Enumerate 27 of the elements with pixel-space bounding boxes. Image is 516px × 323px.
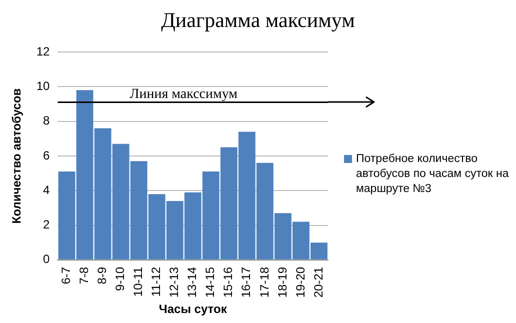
y-tick-label: 4 [43, 182, 50, 197]
y-tick-label: 6 [43, 148, 50, 162]
x-tick-label: 16-17 [239, 266, 254, 298]
y-tick-label: 12 [36, 44, 50, 58]
x-tick-label: 12-13 [167, 266, 182, 298]
x-tick-label: 20-21 [311, 266, 326, 298]
x-tick-label: 10-11 [131, 266, 146, 297]
x-axis-title: Часы суток [158, 302, 228, 316]
chart-title: Диаграмма максимум [160, 8, 356, 33]
x-tick-label: 11-12 [149, 266, 164, 297]
y-tick-label: 8 [43, 114, 50, 128]
x-tick-label: 14-15 [203, 266, 218, 298]
x-tick-label: 15-16 [221, 266, 236, 298]
y-tick-label: 0 [43, 252, 50, 266]
ref-line-label: Линия макссимум [130, 86, 238, 102]
y-tick-label: 10 [36, 78, 50, 93]
y-axis-title: Количество автобусов [10, 88, 24, 224]
x-tick-label: 18-19 [275, 266, 290, 298]
x-tick-label: 8-9 [95, 266, 110, 284]
legend-label: Потребное количество автобусов по часам суток на маршруте №3 [356, 152, 510, 197]
x-tick-label: 13-14 [185, 266, 200, 298]
x-tick-label: 7-8 [77, 266, 92, 284]
x-tick-label: 17-18 [257, 266, 272, 298]
x-tick-label: 19-20 [293, 266, 308, 298]
x-tick-label: 9-10 [113, 266, 128, 291]
y-tick-label: 2 [43, 218, 50, 232]
x-tick-label: 6-7 [59, 266, 74, 284]
